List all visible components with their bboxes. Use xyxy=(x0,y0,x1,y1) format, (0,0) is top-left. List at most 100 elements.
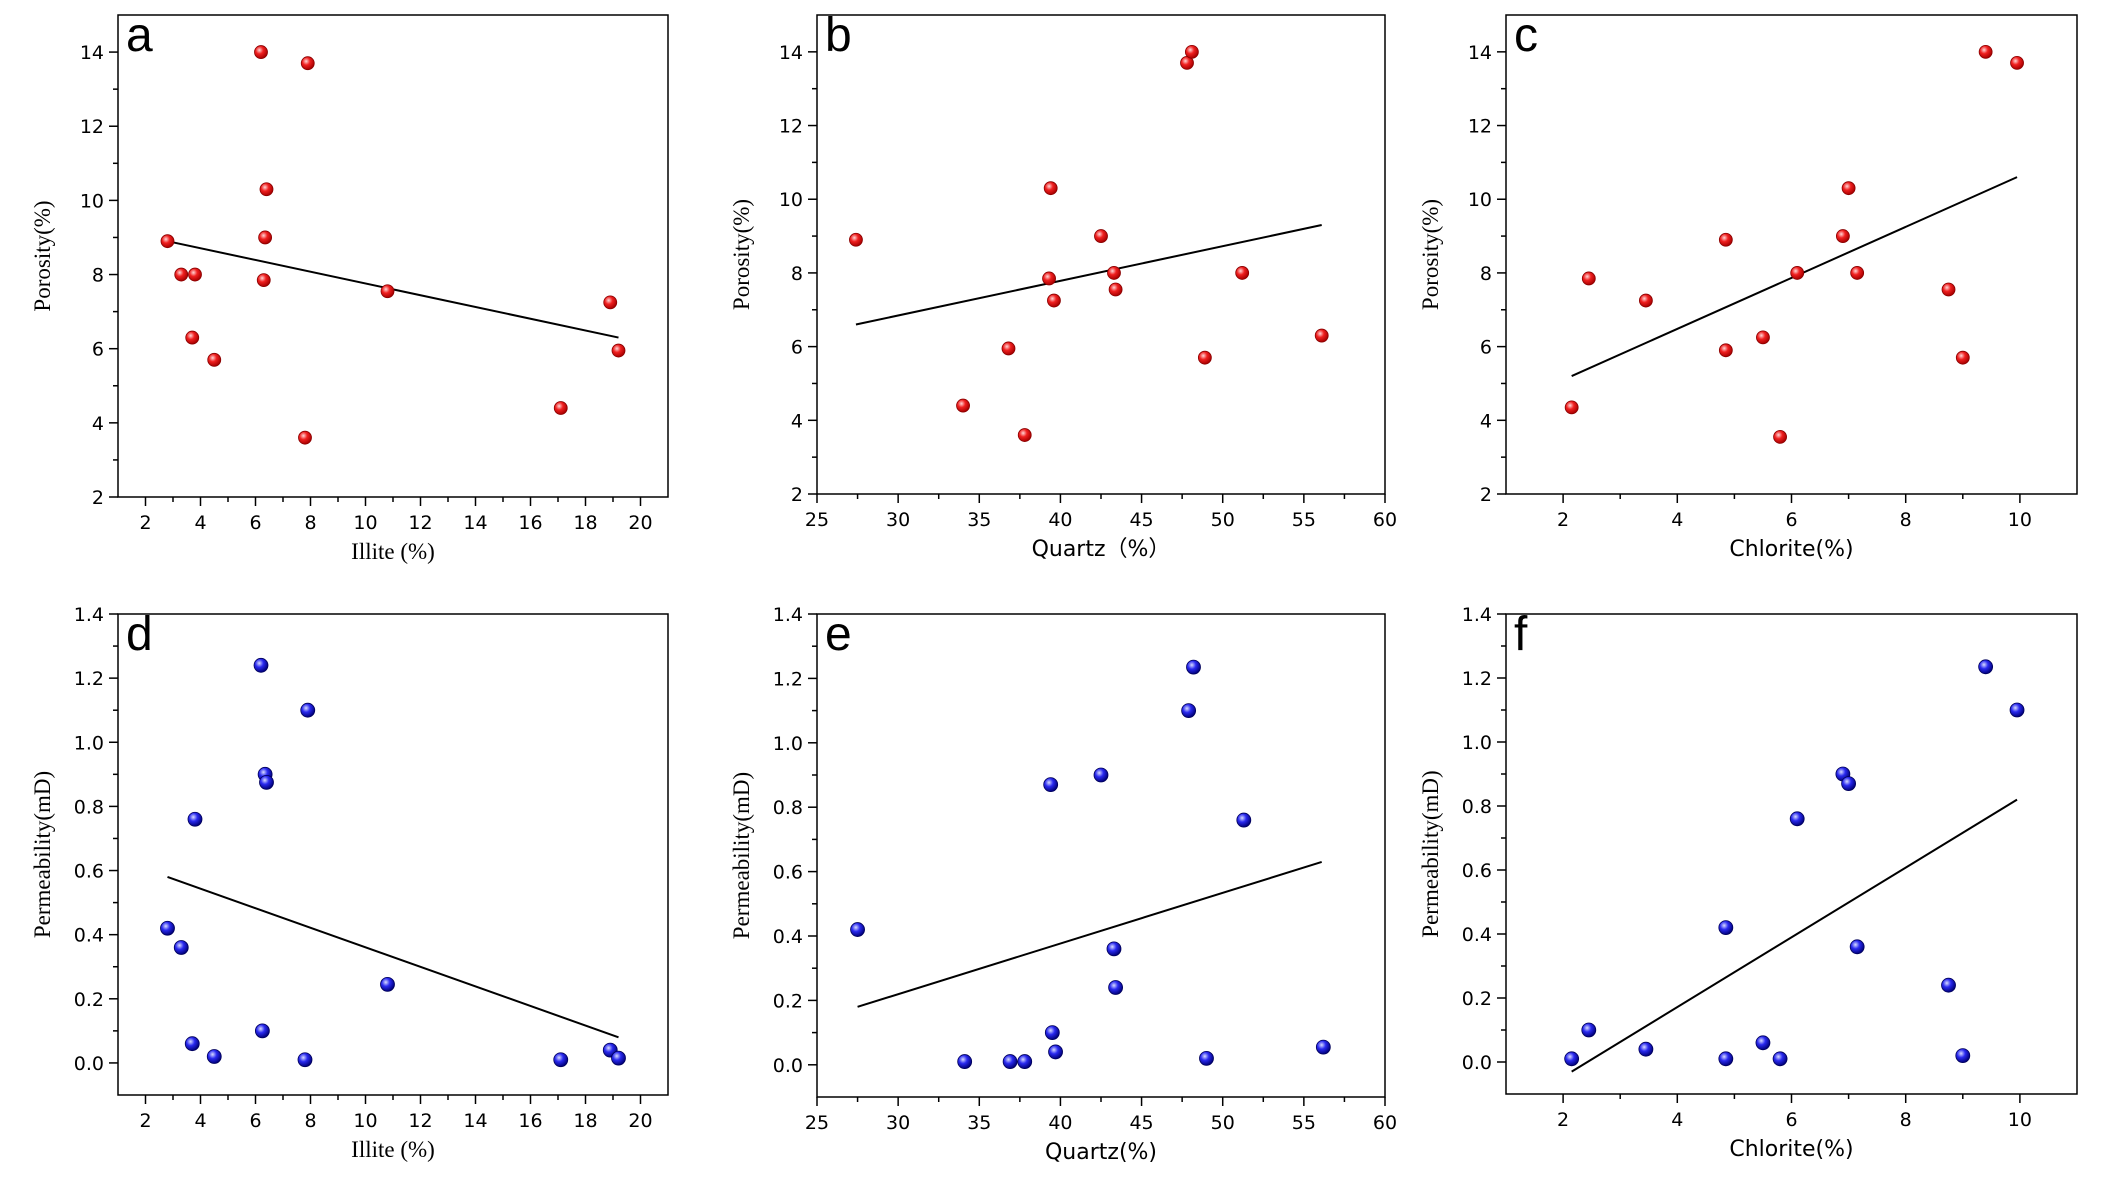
x-axis-label: Quartz（%） xyxy=(1032,537,1171,562)
data-point xyxy=(1955,350,1970,365)
data-point xyxy=(1197,350,1212,365)
x-tick-label: 40 xyxy=(1048,509,1072,531)
data-point xyxy=(2010,56,2024,70)
y-tick-label: 2 xyxy=(791,484,803,506)
data-point xyxy=(1789,811,1805,827)
data-point xyxy=(611,343,626,358)
x-tick-label: 35 xyxy=(967,1112,991,1134)
x-tick-label: 50 xyxy=(1211,509,1235,531)
data-point xyxy=(1955,1048,1971,1063)
plot-frame xyxy=(117,14,669,498)
y-tick-label: 1.0 xyxy=(773,733,803,755)
trend-line xyxy=(855,224,1322,326)
data-point xyxy=(1043,777,1059,793)
y-tick-label: 0.6 xyxy=(1462,860,1492,882)
x-tick-label: 30 xyxy=(886,509,910,531)
data-point xyxy=(1941,977,1956,993)
data-point xyxy=(1184,44,1199,59)
data-point xyxy=(1772,1051,1788,1067)
x-tick-label: 55 xyxy=(1292,1112,1316,1134)
data-point xyxy=(1094,229,1108,243)
data-point xyxy=(1581,1022,1597,1038)
x-tick-label: 6 xyxy=(1785,1109,1797,1131)
y-axis-label: Permeability(mD) xyxy=(729,772,754,939)
data-point xyxy=(300,702,316,718)
data-point xyxy=(1718,1051,1734,1067)
x-tick-label: 60 xyxy=(1373,1112,1397,1134)
data-point xyxy=(1941,282,1956,297)
data-point xyxy=(1044,1025,1060,1040)
data-point xyxy=(849,232,863,247)
data-point xyxy=(1106,941,1122,957)
data-point xyxy=(1564,1051,1580,1067)
data-point xyxy=(1978,44,1993,59)
panel-letter: f xyxy=(1514,608,1528,661)
x-tick-label: 6 xyxy=(1785,509,1797,531)
y-axis-label: Permeability(mD) xyxy=(1418,770,1443,937)
y-tick-label: 1.0 xyxy=(1462,732,1492,754)
panel-b: 25 30 35 40 45 50 55 60 2 4 6 8 10 12 14 Quartz（%） Poros… xyxy=(729,9,1397,562)
data-point xyxy=(1718,343,1733,358)
data-point xyxy=(1108,980,1124,995)
y-tick-label: 0.0 xyxy=(74,1053,104,1075)
x-tick-label: 8 xyxy=(1900,1109,1912,1131)
data-point xyxy=(207,352,222,367)
y-tick-label: 4 xyxy=(791,410,803,432)
y-axis-label: Porosity(%) xyxy=(1418,199,1443,310)
x-axis-label: Chlorite(%) xyxy=(1729,1137,1853,1162)
data-point xyxy=(1755,1035,1771,1051)
y-tick-label: 10 xyxy=(80,190,104,212)
data-point xyxy=(297,1052,313,1068)
y-tick-label: 14 xyxy=(779,42,803,64)
panel-letter: c xyxy=(1514,9,1538,62)
y-tick-label: 14 xyxy=(1468,42,1492,64)
x-tick-label: 16 xyxy=(518,1110,542,1132)
data-point xyxy=(258,230,273,245)
data-point xyxy=(187,811,203,827)
data-point xyxy=(185,330,200,345)
x-tick-label: 25 xyxy=(805,1112,829,1134)
x-tick-label: 2 xyxy=(1557,509,1569,531)
data-point xyxy=(1718,232,1733,247)
y-tick-label: 0.2 xyxy=(773,990,803,1012)
x-axis-label: Illite (%) xyxy=(351,539,435,564)
x-tick-label: 45 xyxy=(1129,1112,1153,1134)
trend-line xyxy=(1571,798,2018,1073)
data-point xyxy=(1093,767,1109,783)
x-tick-label: 45 xyxy=(1129,509,1153,531)
x-tick-label: 20 xyxy=(628,512,652,534)
y-axis-label: Permeability(mD) xyxy=(30,771,55,938)
y-tick-label: 0.0 xyxy=(773,1055,803,1077)
x-tick-label: 18 xyxy=(573,512,597,534)
data-point xyxy=(1790,266,1805,280)
y-tick-label: 0.4 xyxy=(1462,924,1492,946)
plot-frame xyxy=(1505,613,2078,1095)
y-tick-label: 0.2 xyxy=(1462,988,1492,1010)
data-point xyxy=(1236,812,1252,828)
data-point xyxy=(1186,659,1201,675)
x-tick-label: 50 xyxy=(1211,1112,1235,1134)
y-tick-label: 0.6 xyxy=(74,861,104,883)
data-point xyxy=(254,1023,270,1039)
data-point xyxy=(1849,939,1865,955)
x-tick-label: 16 xyxy=(518,512,542,534)
data-point xyxy=(611,1050,626,1066)
data-point xyxy=(2009,702,2025,718)
x-tick-label: 2 xyxy=(139,512,151,534)
data-point xyxy=(1564,400,1579,415)
x-tick-label: 6 xyxy=(249,1110,261,1132)
panel-letter: b xyxy=(825,9,852,62)
y-tick-label: 4 xyxy=(92,413,104,435)
x-tick-label: 8 xyxy=(304,512,316,534)
panel-a: 2 4 6 8 10 12 14 16 18 20 2 4 6 8 10 12 14 Illite (%) Poro… xyxy=(30,9,669,564)
data-point xyxy=(173,940,189,955)
data-point xyxy=(1107,266,1121,280)
y-tick-label: 2 xyxy=(92,487,104,509)
x-tick-label: 40 xyxy=(1048,1112,1072,1134)
y-tick-label: 0.4 xyxy=(773,926,803,948)
y-tick-label: 1.4 xyxy=(773,604,803,626)
data-point xyxy=(1756,330,1770,345)
y-tick-label: 12 xyxy=(1468,116,1492,138)
x-tick-label: 55 xyxy=(1292,509,1316,531)
